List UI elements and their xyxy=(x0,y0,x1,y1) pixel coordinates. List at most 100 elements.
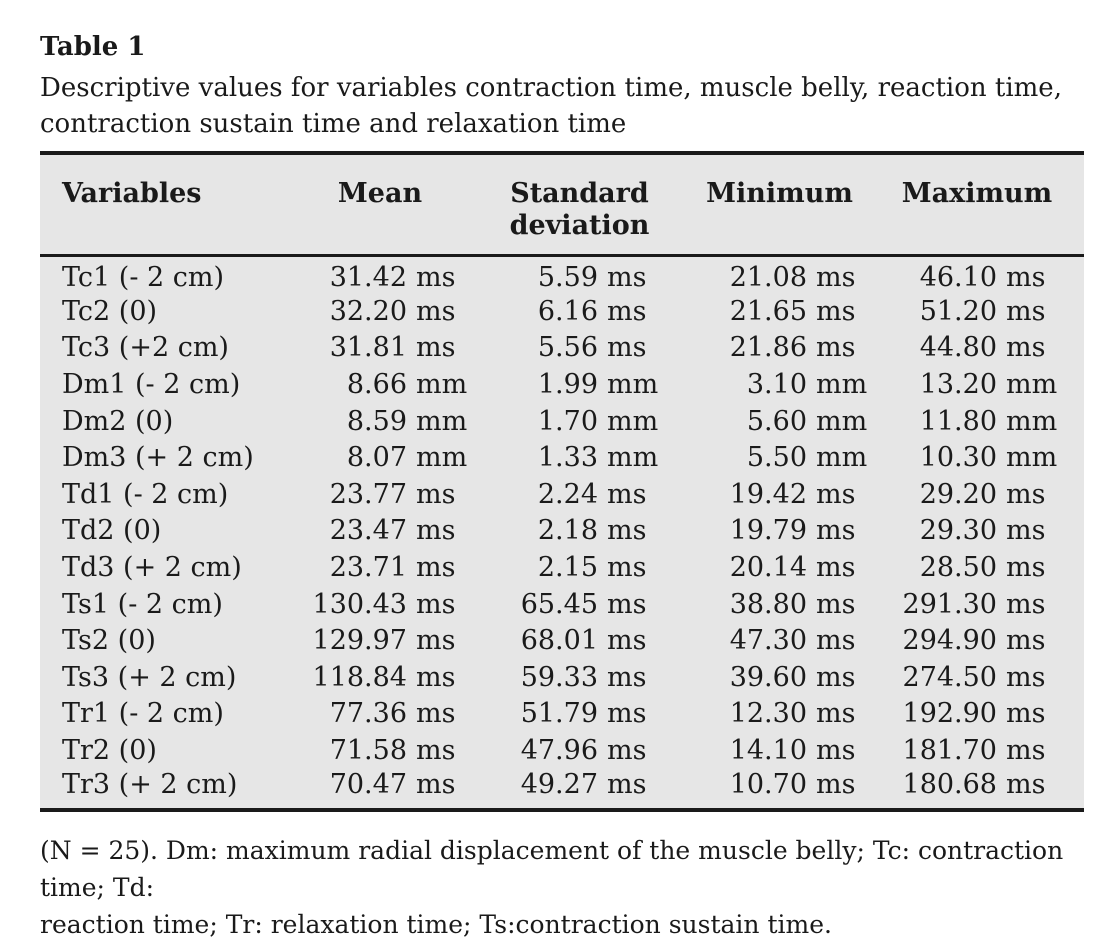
header-row: Variables Mean Standard deviation Minimu… xyxy=(40,155,1084,257)
table-row: Tr1 (- 2 cm) 77.36 ms 51.79 ms 12.30 ms 192… xyxy=(40,696,1084,733)
max-unit: ms xyxy=(1006,262,1046,293)
cell-mean: 31.81 ms xyxy=(290,330,470,367)
data-table: Variables Mean Standard deviation Minimu… xyxy=(40,155,1084,808)
cell-minimum: 3.10 mm xyxy=(661,366,870,403)
cell-minimum: 38.80 ms xyxy=(661,586,870,623)
max-value: 13.20 xyxy=(919,368,997,400)
table-footnote-line-1: (N = 25). Dm: maximum radial displacemen… xyxy=(40,835,1064,902)
cell-maximum: 274.50 ms xyxy=(870,659,1084,696)
column-header-minimum: Minimum xyxy=(661,155,870,257)
cell-standard-deviation: 68.01 ms xyxy=(470,622,661,659)
max-unit: ms xyxy=(1006,768,1046,800)
table-row: Tr3 (+ 2 cm) 70.47 ms 49.27 ms 10.70 ms 180… xyxy=(40,769,1084,808)
mean-value: 8.59 xyxy=(346,405,407,437)
mean-unit: ms xyxy=(416,734,456,766)
min-unit: ms xyxy=(816,588,856,620)
cell-variable: Ts3 (+ 2 cm) xyxy=(62,661,237,693)
cell-maximum: 294.90 ms xyxy=(870,622,1084,659)
table-caption: Descriptive values for variables contrac… xyxy=(40,70,1084,142)
column-header-variables: Variables xyxy=(40,155,290,257)
sd-unit: ms xyxy=(607,661,647,693)
cell-maximum: 11.80 mm xyxy=(870,403,1084,440)
sd-value: 1.70 xyxy=(537,405,598,437)
max-unit: ms xyxy=(1006,295,1046,327)
sd-unit: ms xyxy=(607,698,647,730)
mean-unit: ms xyxy=(416,551,456,583)
min-value: 5.50 xyxy=(746,442,807,474)
sd-value: 51.79 xyxy=(520,698,598,730)
sd-unit: ms xyxy=(607,515,647,547)
cell-maximum: 51.20 ms xyxy=(870,293,1084,330)
table-body: Tc1 (- 2 cm) 31.42 ms 5.59 ms 21.08 ms 46.1… xyxy=(40,256,1084,808)
cell-minimum: 19.79 ms xyxy=(661,513,870,550)
cell-standard-deviation: 1.33 mm xyxy=(470,439,661,476)
cell-variable: Tc1 (- 2 cm) xyxy=(62,262,225,293)
sd-unit: mm xyxy=(607,442,659,474)
mean-value: 8.07 xyxy=(346,442,407,474)
max-value: 28.50 xyxy=(919,551,997,583)
sd-value: 5.59 xyxy=(537,262,598,293)
cell-mean: 23.71 ms xyxy=(290,549,470,586)
cell-standard-deviation: 65.45 ms xyxy=(470,586,661,623)
sd-value: 2.18 xyxy=(537,515,598,547)
cell-minimum: 21.65 ms xyxy=(661,293,870,330)
min-unit: ms xyxy=(816,625,856,657)
sd-value: 1.99 xyxy=(537,368,598,400)
cell-minimum: 21.08 ms xyxy=(661,256,870,293)
sd-value: 2.24 xyxy=(537,478,598,510)
sd-unit: ms xyxy=(607,734,647,766)
max-value: 46.10 xyxy=(919,262,997,293)
min-unit: ms xyxy=(816,295,856,327)
sd-value: 59.33 xyxy=(520,661,598,693)
max-unit: ms xyxy=(1006,515,1046,547)
mean-unit: ms xyxy=(416,698,456,730)
cell-variable: Tc3 (+2 cm) xyxy=(62,332,229,364)
sd-unit: ms xyxy=(607,478,647,510)
min-unit: ms xyxy=(816,515,856,547)
mean-unit: ms xyxy=(416,295,456,327)
min-unit: mm xyxy=(816,442,868,474)
sd-value: 5.56 xyxy=(537,332,598,364)
min-value: 14.10 xyxy=(729,734,807,766)
min-value: 12.30 xyxy=(729,698,807,730)
min-value: 19.42 xyxy=(729,478,807,510)
cell-variable: Dm2 (0) xyxy=(62,405,174,437)
max-value: 51.20 xyxy=(919,295,997,327)
cell-standard-deviation: 51.79 ms xyxy=(470,696,661,733)
sd-unit: ms xyxy=(607,625,647,657)
max-value: 294.90 xyxy=(902,625,997,657)
cell-maximum: 180.68 ms xyxy=(870,769,1084,808)
cell-maximum: 29.30 ms xyxy=(870,513,1084,550)
cell-mean: 8.07 mm xyxy=(290,439,470,476)
cell-minimum: 12.30 ms xyxy=(661,696,870,733)
max-unit: ms xyxy=(1006,625,1046,657)
min-value: 5.60 xyxy=(746,405,807,437)
cell-minimum: 19.42 ms xyxy=(661,476,870,513)
mean-unit: ms xyxy=(416,768,456,800)
mean-value: 31.81 xyxy=(329,332,407,364)
min-value: 3.10 xyxy=(746,368,807,400)
cell-minimum: 5.50 mm xyxy=(661,439,870,476)
table-caption-line-2: contraction sustain time and relaxation … xyxy=(40,109,627,139)
cell-mean: 130.43 ms xyxy=(290,586,470,623)
cell-standard-deviation: 49.27 ms xyxy=(470,769,661,808)
table-row: Td3 (+ 2 cm) 23.71 ms 2.15 ms 20.14 ms 28.5… xyxy=(40,549,1084,586)
mean-unit: ms xyxy=(416,332,456,364)
cell-minimum: 20.14 ms xyxy=(661,549,870,586)
min-unit: ms xyxy=(816,698,856,730)
cell-standard-deviation: 47.96 ms xyxy=(470,732,661,769)
max-unit: ms xyxy=(1006,661,1046,693)
min-value: 21.65 xyxy=(729,295,807,327)
max-value: 192.90 xyxy=(902,698,997,730)
mean-value: 130.43 xyxy=(312,588,407,620)
max-unit: ms xyxy=(1006,478,1046,510)
cell-mean: 129.97 ms xyxy=(290,622,470,659)
mean-value: 70.47 xyxy=(329,768,407,800)
max-value: 180.68 xyxy=(902,768,997,800)
min-value: 21.86 xyxy=(729,332,807,364)
mean-value: 8.66 xyxy=(346,368,407,400)
sd-unit: ms xyxy=(607,262,647,293)
table-row: Tr2 (0) 71.58 ms 47.96 ms 14.10 ms 181.70 ms xyxy=(40,732,1084,769)
max-value: 10.30 xyxy=(919,442,997,474)
max-unit: ms xyxy=(1006,588,1046,620)
